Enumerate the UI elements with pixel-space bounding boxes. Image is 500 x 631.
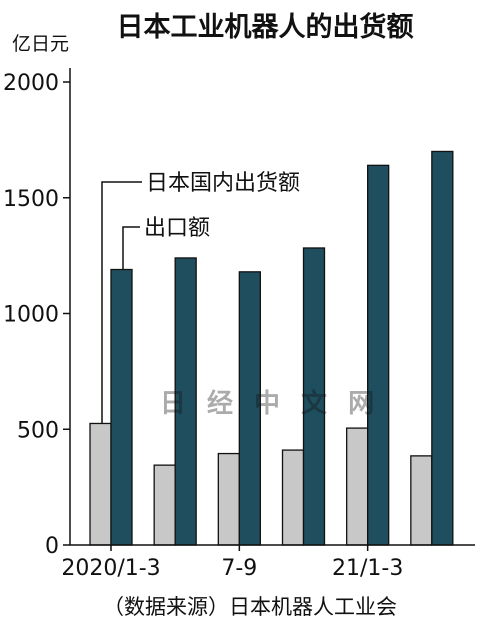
domestic-bar <box>153 464 176 546</box>
y-tick-label: 2000 <box>3 71 59 96</box>
y-tick-label: 1500 <box>3 187 59 212</box>
x-tick-label: 2020/1-3 <box>61 556 160 581</box>
domestic-bar <box>217 452 240 546</box>
domestic-bar <box>281 449 305 546</box>
bars <box>89 150 454 546</box>
domestic-bar <box>89 422 112 546</box>
export-bar <box>431 150 454 546</box>
chart-title: 日本工业机器人的出货额 <box>117 11 414 43</box>
legend-label-export: 出口额 <box>144 216 210 241</box>
export-bar <box>110 268 133 546</box>
y-axis-label: 亿日元 <box>12 33 69 55</box>
legend-leader-domestic <box>101 181 142 424</box>
source-note: （数据来源）日本机器人工业会 <box>103 595 397 619</box>
export-bar <box>367 164 390 546</box>
watermark: 日 经 中 文 网 <box>160 388 380 419</box>
x-tick-label: 21/1-3 <box>332 556 403 581</box>
y-tick-label: 0 <box>45 534 59 559</box>
legend-label-domestic: 日本国内出货额 <box>146 171 300 196</box>
x-axis: 2020/1-3 7-9 21/1-3 <box>61 544 475 581</box>
legend-leader-export <box>122 226 140 270</box>
domestic-bar <box>410 455 433 546</box>
x-tick-label: 7-9 <box>221 556 257 581</box>
y-tick-label: 1000 <box>3 303 59 328</box>
domestic-bar <box>346 427 369 546</box>
y-tick-label: 500 <box>17 418 59 443</box>
y-axis: 0 500 1000 1500 2000 <box>3 68 71 559</box>
